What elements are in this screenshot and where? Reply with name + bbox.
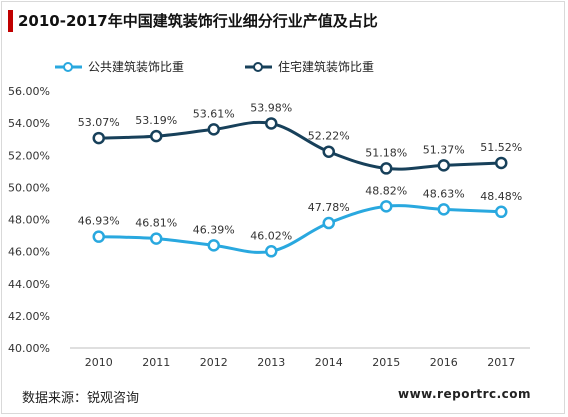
data-point-public <box>265 245 278 258</box>
x-axis: 2010 2011 2012 2013 2014 2015 2016 2017 <box>70 347 530 369</box>
y-tick-label: 56.00% <box>8 85 50 98</box>
legend-label-public: 公共建筑装饰比重 <box>88 59 184 74</box>
y-tick-label: 42.00% <box>8 310 50 323</box>
data-point-public <box>150 232 163 245</box>
data-label-residential: 51.18% <box>365 146 407 159</box>
y-tick-label: 48.00% <box>8 214 50 227</box>
data-point-public <box>495 205 508 219</box>
data-point-residential <box>495 156 508 170</box>
series-line-public <box>98 204 502 254</box>
data-label-public: 48.63% <box>423 187 465 200</box>
x-tick-label: 2013 <box>257 356 285 369</box>
y-tick-label: 46.00% <box>8 246 50 259</box>
data-label-public: 46.02% <box>250 229 292 242</box>
legend-marker-public <box>63 62 73 72</box>
data-label-residential: 53.98% <box>250 101 292 114</box>
data-point-residential <box>380 162 393 175</box>
data-label-public: 46.39% <box>193 223 235 236</box>
y-tick-label: 44.00% <box>8 278 50 291</box>
y-axis: 40.00% 42.00% 44.00% 46.00% 48.00% 50.00% 52.0… <box>8 85 50 355</box>
data-point-public <box>322 216 335 230</box>
x-tick-label: 2017 <box>487 356 515 369</box>
x-tick-label: 2010 <box>85 356 113 369</box>
source-note: 数据来源：锐观咨询 <box>22 391 140 406</box>
data-label-public: 46.93% <box>78 215 120 228</box>
data-label-residential: 53.19% <box>135 114 177 127</box>
data-point-public <box>207 239 220 252</box>
series-line-residential <box>98 120 502 171</box>
legend-label-residential: 住宅建筑装饰比重 <box>278 59 374 74</box>
data-point-public <box>92 230 105 243</box>
x-tick-label: 2012 <box>200 356 228 369</box>
data-label-public: 46.81% <box>135 217 177 230</box>
x-tick-label: 2011 <box>142 356 170 369</box>
data-label-residential: 51.52% <box>480 141 522 154</box>
x-tick-label: 2015 <box>372 356 400 369</box>
y-tick-label: 52.00% <box>8 149 50 162</box>
data-point-residential <box>207 123 220 136</box>
legend: 公共建筑装饰比重 住宅建筑装饰比重 <box>55 59 374 74</box>
data-label-residential: 51.37% <box>423 143 465 156</box>
data-label-residential: 53.61% <box>193 107 235 120</box>
legend-marker-residential <box>253 62 263 72</box>
chart-title: 2010-2017年中国建筑装饰行业细分行业产值及占比 <box>18 12 378 30</box>
data-label-residential: 52.22% <box>308 130 350 143</box>
data-label-public: 47.78% <box>308 201 350 214</box>
data-label-residential: 53.07% <box>78 116 120 129</box>
y-tick-label: 40.00% <box>8 342 50 355</box>
data-point-public <box>437 203 450 216</box>
data-label-public: 48.82% <box>365 184 407 197</box>
data-point-residential <box>437 159 450 172</box>
title-accent-bar <box>8 10 13 32</box>
y-tick-label: 54.00% <box>8 117 50 130</box>
y-tick-label: 50.00% <box>8 181 50 194</box>
data-point-residential <box>265 117 278 130</box>
data-point-residential <box>322 145 335 158</box>
site-url: www.reportrc.com <box>398 387 532 401</box>
x-tick-label: 2014 <box>315 356 343 369</box>
x-tick-label: 2016 <box>430 356 458 369</box>
data-point-residential <box>150 129 163 143</box>
data-point-public <box>380 200 393 213</box>
plot-area: 46.93% 46.81% 46.39% 46.02% 47.78% 48.82% 48.6… <box>78 101 522 258</box>
data-label-public: 48.48% <box>480 190 522 203</box>
data-point-residential <box>92 131 105 145</box>
